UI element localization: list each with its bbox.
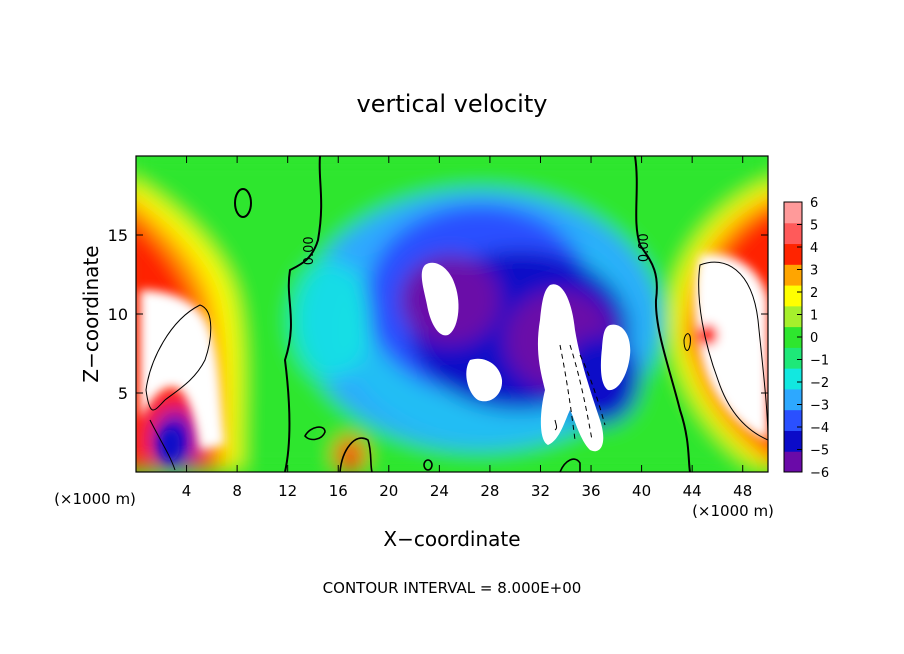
y-tick-label: 5 <box>118 384 128 403</box>
colorbar-swatch <box>784 222 802 245</box>
colorbar-swatch <box>784 430 802 452</box>
y-tick-label: 10 <box>108 305 128 324</box>
x-unit-right: (×1000 m) <box>692 502 774 520</box>
colorbar-tick-label: −3 <box>810 399 829 414</box>
colorbar-tick-label: −4 <box>810 421 829 436</box>
x-tick-label: 24 <box>430 482 449 500</box>
colorbar-tick-label: 1 <box>810 309 818 324</box>
x-tick-label: 40 <box>632 482 651 500</box>
x-tick-label: 16 <box>329 482 348 500</box>
x-tick-label: 44 <box>683 482 702 500</box>
colorbar-swatch <box>784 388 802 411</box>
colorbar-swatch <box>784 305 802 328</box>
colorbar-tick-label: 0 <box>810 331 818 346</box>
colorbar-tick-label: 4 <box>810 241 818 256</box>
x-tick-label: 36 <box>581 482 600 500</box>
y-axis: 5 10 15 <box>108 226 768 403</box>
contour-label: 0.00 <box>302 236 317 265</box>
colorbar-tick-label: −5 <box>810 444 829 459</box>
colorbar: 6 5 4 3 2 1 0 −1 −2 −3 −4 −5 −6 <box>783 196 829 481</box>
colorbar-swatch <box>784 451 802 473</box>
x-tick-label: 20 <box>379 482 398 500</box>
colorbar-swatch <box>784 243 802 265</box>
x-axis: 4 8 12 16 20 24 28 32 36 40 44 48 <box>182 156 752 500</box>
colorbar-swatch <box>784 285 802 307</box>
x-tick-label: 8 <box>232 482 242 500</box>
colorbar-swatch <box>784 202 802 224</box>
colorbar-swatch <box>784 347 802 369</box>
x-tick-label: 32 <box>531 482 550 500</box>
colorbar-tick-label: −6 <box>810 466 829 481</box>
contour-interval-text: CONTOUR INTERVAL = 8.000E+00 <box>323 579 582 597</box>
colorbar-swatch <box>784 326 802 348</box>
y-tick-label: 15 <box>108 226 128 245</box>
x-axis-label: X−coordinate <box>383 527 520 551</box>
colorbar-tick-label: 3 <box>810 264 818 279</box>
x-unit-left: (×1000 m) <box>54 490 136 508</box>
colorbar-tick-label: 2 <box>810 286 818 301</box>
chart-title: vertical velocity <box>357 90 548 118</box>
contour-labels: 0.00 0.00 <box>302 233 652 265</box>
x-tick-label: 48 <box>733 482 752 500</box>
colorbar-swatch <box>784 368 802 390</box>
colorbar-tick-label: −2 <box>810 376 829 391</box>
y-axis-label: Z−coordinate <box>79 245 103 382</box>
strong-downdraft-regions <box>421 262 631 452</box>
x-tick-label: 12 <box>278 482 297 500</box>
colorbar-tick-label: 6 <box>810 196 818 211</box>
velocity-field <box>136 156 768 472</box>
colorbar-swatch <box>784 409 802 431</box>
colorbar-tick-label: −1 <box>810 354 829 369</box>
colorbar-swatch <box>784 264 802 286</box>
contour-label: 0.00 <box>637 233 652 262</box>
x-tick-label: 28 <box>480 482 499 500</box>
colorbar-tick-label: 5 <box>810 219 818 234</box>
x-tick-label: 4 <box>182 482 192 500</box>
